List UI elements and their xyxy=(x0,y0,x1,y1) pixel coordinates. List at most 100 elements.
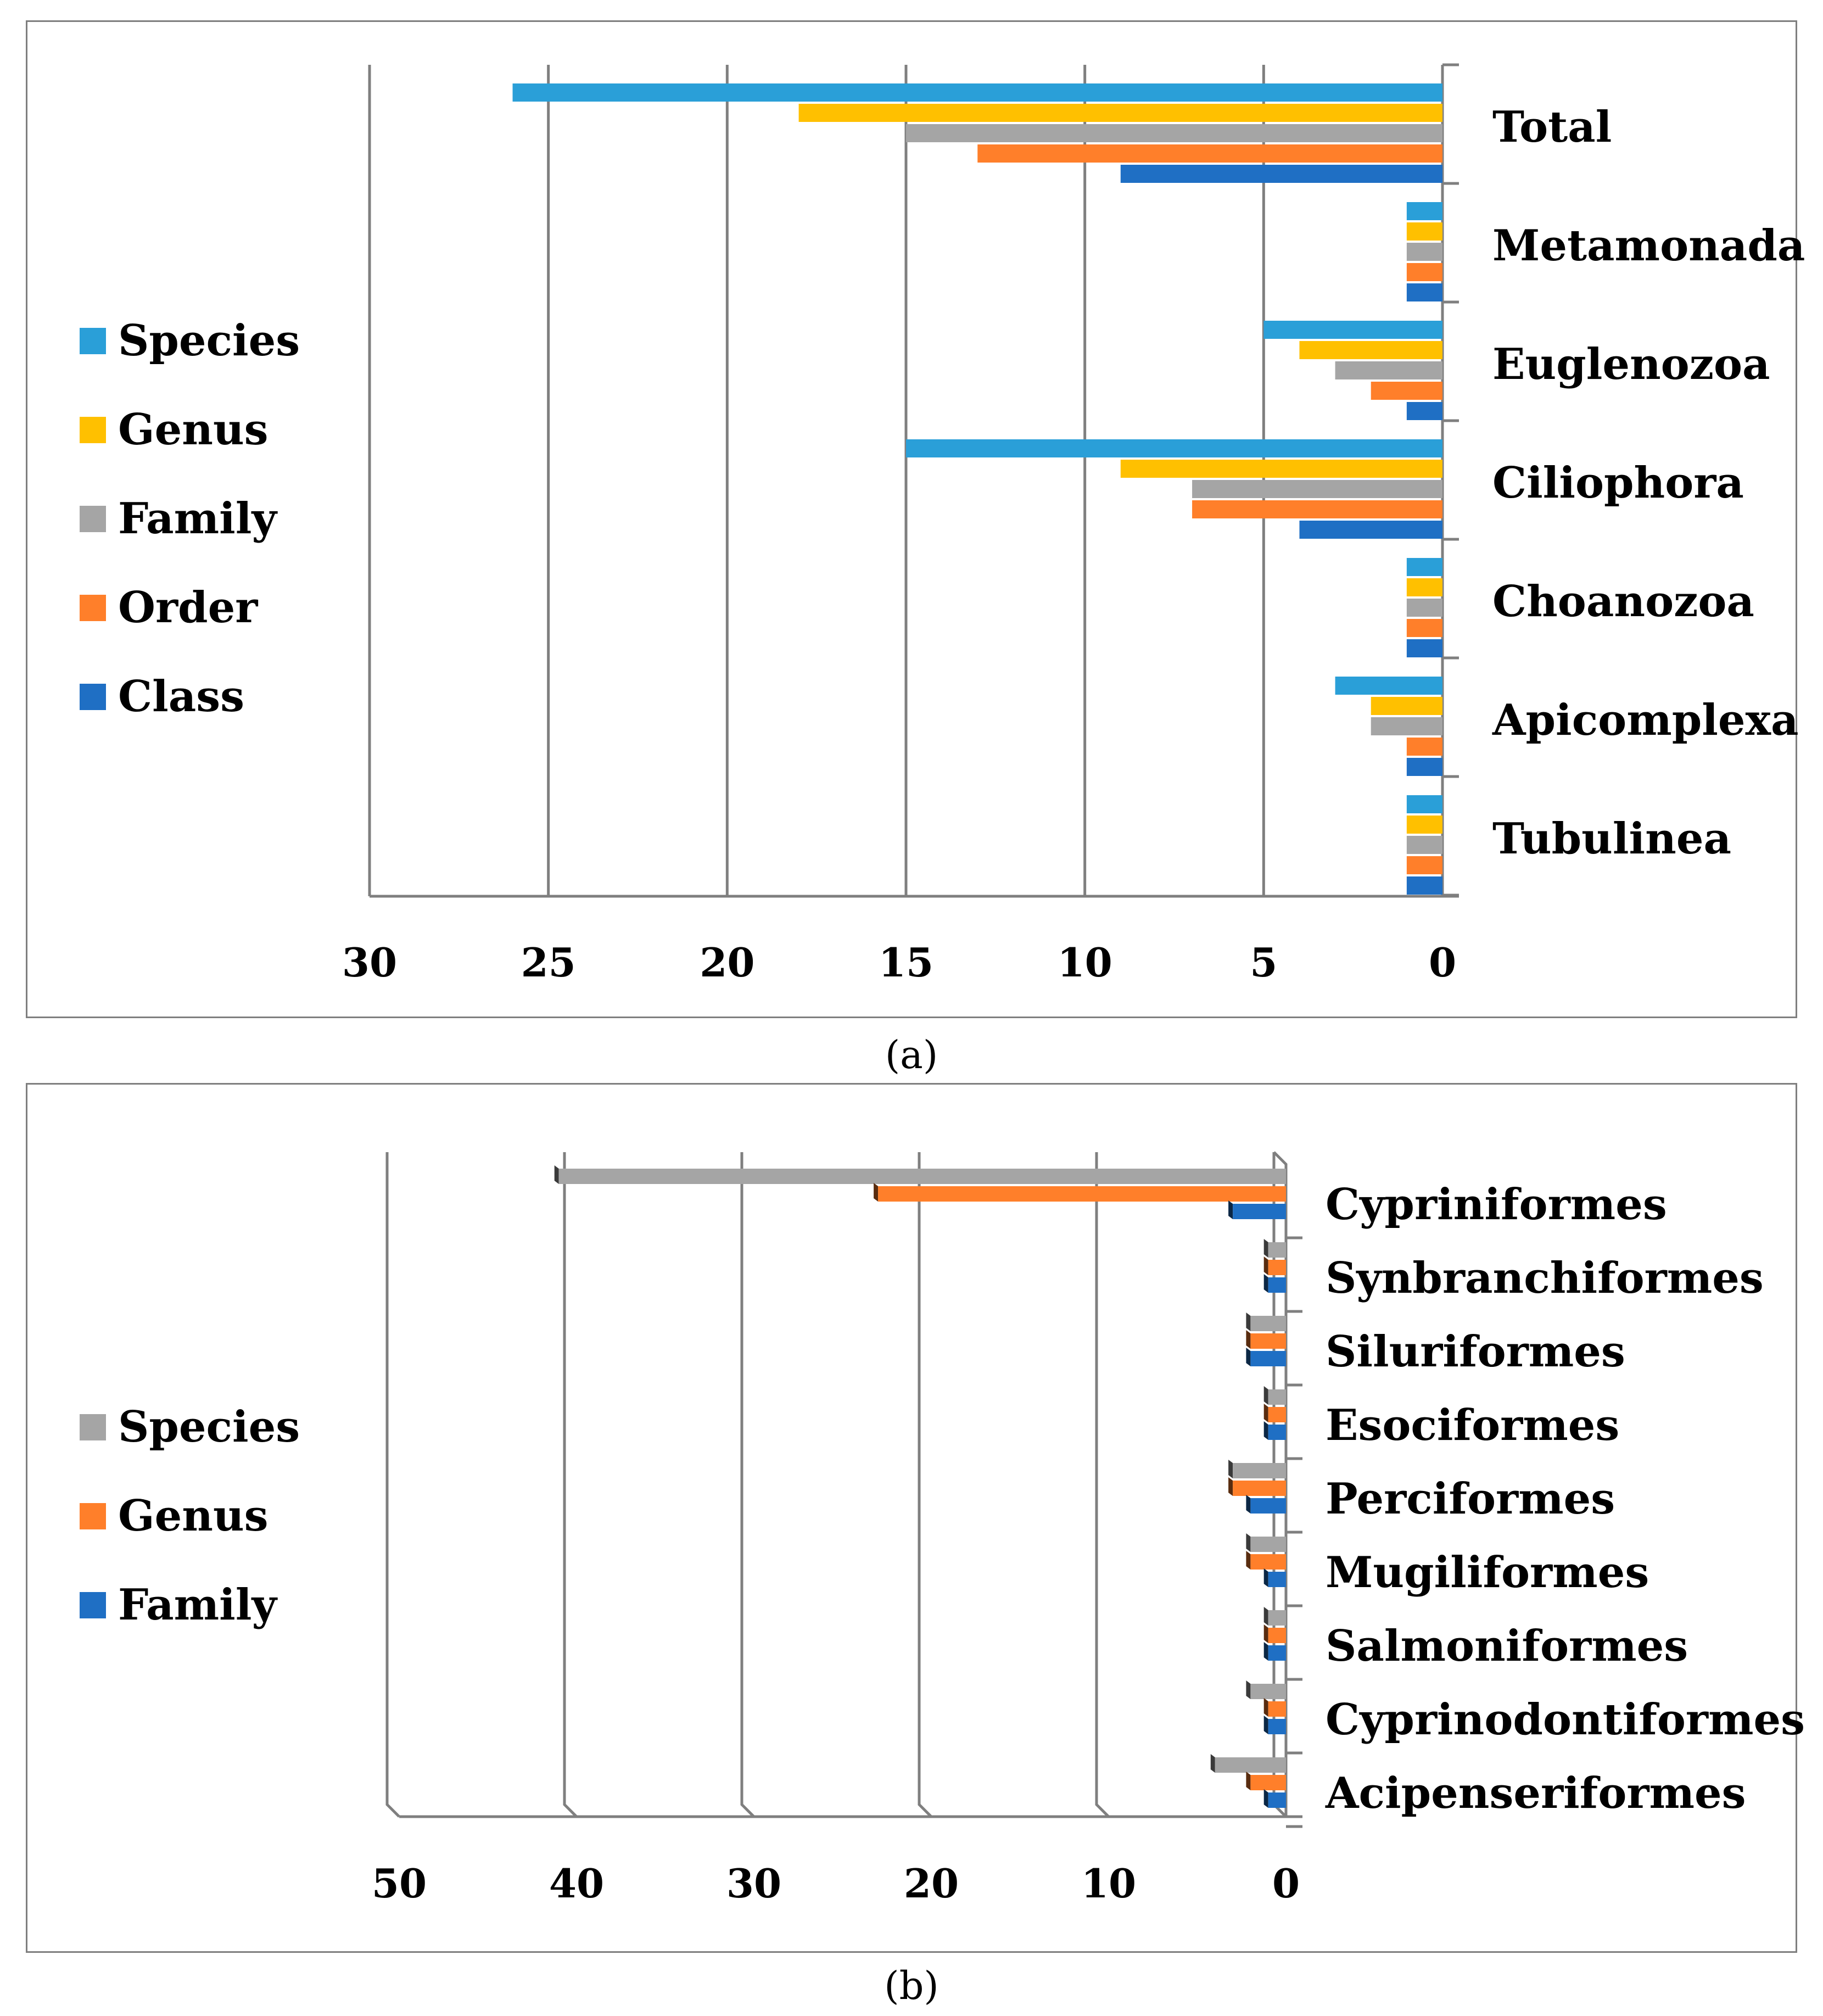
chart-a-bar xyxy=(1120,460,1442,478)
chart-b-bar xyxy=(1268,1610,1286,1626)
chart-b-bar-side xyxy=(1246,1348,1251,1366)
chart-b-legend-swatch xyxy=(80,1414,106,1440)
chart-a-bar xyxy=(1406,795,1442,813)
chart-a-bar xyxy=(1406,283,1442,301)
chart-b-panel xyxy=(26,1083,1797,1953)
chart-b-tick-label: 50 xyxy=(372,1860,427,1907)
chart-b-bar xyxy=(1268,1260,1286,1275)
chart-a-bar xyxy=(1371,717,1442,735)
chart-a-bar xyxy=(1406,558,1442,576)
chart-a-bar xyxy=(1406,402,1442,420)
chart-a-bar xyxy=(1371,697,1442,715)
chart-b-bar xyxy=(1268,1701,1286,1717)
chart-b-bar-side xyxy=(874,1183,879,1202)
chart-b-bar xyxy=(1250,1351,1286,1366)
chart-a-bar xyxy=(1406,639,1442,657)
chart-b-bar-side xyxy=(1246,1330,1251,1349)
chart-b-tick-label: 40 xyxy=(549,1860,604,1907)
chart-b-bar xyxy=(558,1169,1287,1184)
chart-b-bar xyxy=(1233,1204,1286,1219)
chart-b-category-label: Synbranchiformes xyxy=(1326,1253,1764,1303)
chart-a-tick-label: 5 xyxy=(1250,939,1277,986)
chart-b-bar xyxy=(1250,1498,1286,1514)
chart-b-bar xyxy=(1215,1757,1286,1773)
chart-a-bar xyxy=(906,124,1442,142)
chart-a-category-label: Total xyxy=(1492,102,1612,152)
chart-a-bar xyxy=(1371,382,1442,400)
chart-a-bar xyxy=(1335,677,1442,695)
chart-a-bar xyxy=(1406,758,1442,776)
chart-a-bar xyxy=(1406,836,1442,854)
chart-a-bar xyxy=(1406,876,1442,895)
chart-b-bar xyxy=(1268,1277,1286,1293)
chart-a-legend-label: Genus xyxy=(118,405,269,455)
chart-b-legend-label: Family xyxy=(118,1580,278,1630)
chart-b-bar-side xyxy=(1246,1533,1251,1552)
chart-a-tick-label: 20 xyxy=(700,939,754,986)
chart-b-bar-side xyxy=(1263,1698,1268,1717)
chart-a-bar xyxy=(1299,341,1442,359)
chart-a-caption: (a) xyxy=(885,1032,938,1077)
chart-b-bar-side xyxy=(1263,1624,1268,1643)
chart-b-category-label: Acipenseriformes xyxy=(1325,1768,1746,1818)
chart-a-bar xyxy=(1263,321,1442,339)
chart-b-bar xyxy=(1250,1537,1286,1552)
chart-b-bar-side xyxy=(1263,1386,1268,1405)
chart-a-legend-label: Species xyxy=(118,316,300,366)
chart-b-category-label: Salmoniformes xyxy=(1326,1621,1688,1671)
chart-b-bar xyxy=(1250,1316,1286,1331)
chart-b-bar xyxy=(1233,1481,1286,1496)
chart-a-bar xyxy=(906,439,1442,457)
chart-a-bar xyxy=(1335,361,1442,379)
chart-b-bar-side xyxy=(1263,1239,1268,1258)
chart-b-legend-swatch xyxy=(80,1592,106,1618)
chart-a-bar xyxy=(1406,263,1442,281)
chart-a-category-label: Ciliophora xyxy=(1492,458,1744,508)
chart-b-bar xyxy=(878,1186,1286,1202)
chart-b-tick-label: 30 xyxy=(726,1860,781,1907)
chart-b-category-label: Siluriformes xyxy=(1326,1327,1625,1377)
chart-b-gridline xyxy=(740,1152,755,1818)
chart-b-bar-side xyxy=(1263,1421,1268,1440)
chart-b-bar-side xyxy=(1246,1551,1251,1570)
chart-b-gridline xyxy=(1095,1152,1110,1818)
chart-b-bar-side xyxy=(1246,1495,1251,1514)
chart-b-bar-side xyxy=(1263,1568,1268,1587)
chart-a-bar xyxy=(977,144,1442,163)
chart-b-caption: (b) xyxy=(884,1963,939,2008)
chart-b-bar xyxy=(1250,1684,1286,1699)
chart-a-legend-swatch xyxy=(80,506,106,532)
chart-b-category-label: Perciformes xyxy=(1326,1474,1615,1524)
chart-a-legend-swatch xyxy=(80,684,106,710)
chart-b-bar xyxy=(1250,1775,1286,1790)
chart-a-category-label: Metamonada xyxy=(1492,221,1805,271)
chart-b-bar xyxy=(1268,1645,1286,1661)
chart-b-bar-side xyxy=(1263,1789,1268,1808)
chart-b-bar xyxy=(1268,1719,1286,1734)
chart-b-gridline xyxy=(918,1152,932,1818)
chart-a-category-label: Tubulinea xyxy=(1492,814,1731,864)
chart-a-tick-label: 30 xyxy=(342,939,397,986)
chart-b-bar-side xyxy=(1246,1313,1251,1331)
chart-b-tick-label: 20 xyxy=(904,1860,959,1907)
chart-b-legend-label: Species xyxy=(118,1402,300,1452)
chart-b-tick-label: 10 xyxy=(1081,1860,1136,1907)
chart-a-bar xyxy=(1406,856,1442,874)
chart-a-panel xyxy=(26,20,1797,1018)
chart-b-bar-side xyxy=(1263,1607,1268,1626)
chart-b-bar xyxy=(1268,1425,1286,1440)
chart-b-legend-label: Genus xyxy=(118,1491,269,1541)
chart-a-bar xyxy=(1192,500,1442,518)
chart-a-tick-label: 10 xyxy=(1058,939,1112,986)
chart-b-category-label: Cypriniformes xyxy=(1326,1180,1667,1230)
chart-a: Total Metamonada Euglenozoa Ciliophora Choan… xyxy=(80,63,1805,986)
chart-b-bar-side xyxy=(1246,1680,1251,1699)
chart-a-bar xyxy=(1406,738,1442,756)
chart-a-tick-label: 25 xyxy=(521,939,576,986)
chart-b-bar xyxy=(1268,1242,1286,1258)
chart-a-category-label: Choanozoa xyxy=(1492,577,1754,627)
chart-b-gridline xyxy=(385,1152,400,1818)
chart-a-legend-swatch xyxy=(80,328,106,354)
chart-a-bar xyxy=(512,83,1442,102)
